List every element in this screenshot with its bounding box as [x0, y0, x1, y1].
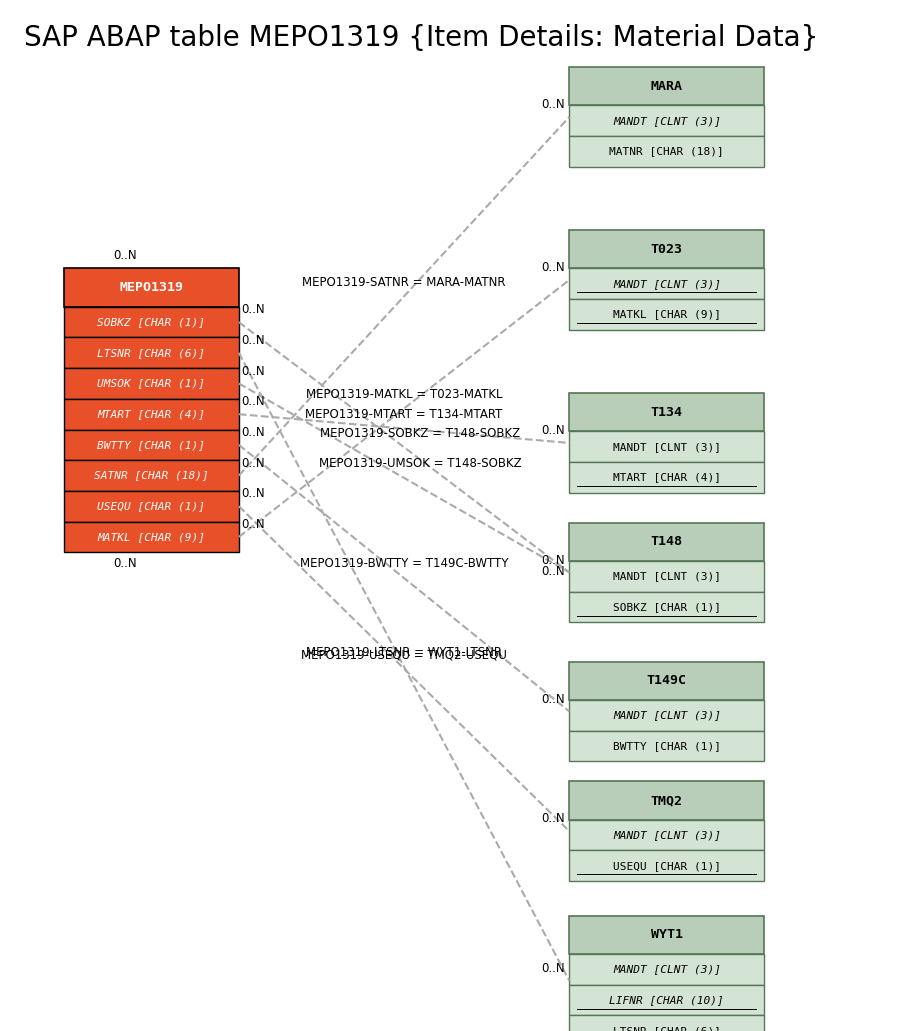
Text: 0..N: 0..N [242, 519, 265, 531]
Text: 0..N: 0..N [242, 334, 265, 347]
Text: 0..N: 0..N [114, 248, 137, 262]
Bar [569, 781, 765, 820]
Text: TMQ2: TMQ2 [651, 794, 683, 807]
Text: USEQU [CHAR (1)]: USEQU [CHAR (1)] [613, 861, 721, 871]
Bar [569, 393, 765, 431]
Bar [569, 105, 765, 136]
Bar [64, 307, 239, 337]
Bar [569, 431, 765, 462]
Text: 0..N: 0..N [542, 693, 566, 705]
Text: 0..N: 0..N [242, 457, 265, 470]
Text: MATNR [CHAR (18)]: MATNR [CHAR (18)] [609, 146, 725, 157]
Bar [569, 916, 765, 954]
Bar [569, 299, 765, 330]
Bar [569, 662, 765, 700]
Text: SOBKZ [CHAR (1)]: SOBKZ [CHAR (1)] [613, 602, 721, 611]
Bar [569, 592, 765, 623]
Text: T148: T148 [651, 535, 683, 548]
Text: 0..N: 0..N [242, 365, 265, 377]
Bar [64, 399, 239, 430]
Text: 0..N: 0..N [242, 396, 265, 408]
Bar [569, 700, 765, 731]
Text: MEPO1319-USEQU = TMQ2-USEQU: MEPO1319-USEQU = TMQ2-USEQU [301, 648, 507, 661]
Bar [569, 523, 765, 561]
Bar [569, 985, 765, 1016]
Text: MATKL [CHAR (9)]: MATKL [CHAR (9)] [613, 309, 721, 320]
Text: WYT1: WYT1 [651, 928, 683, 941]
Bar [569, 268, 765, 299]
Text: 0..N: 0..N [542, 565, 566, 578]
Text: MANDT [CLNT (3)]: MANDT [CLNT (3)] [613, 441, 721, 452]
Text: MARA: MARA [651, 79, 683, 93]
Text: MANDT [CLNT (3)]: MANDT [CLNT (3)] [613, 830, 721, 840]
Text: T023: T023 [651, 242, 683, 256]
Text: MANDT [CLNT (3)]: MANDT [CLNT (3)] [613, 571, 721, 581]
Text: MEPO1319-MATKL = T023-MATKL: MEPO1319-MATKL = T023-MATKL [306, 388, 502, 401]
Bar [569, 561, 765, 592]
Bar [569, 462, 765, 493]
Text: MEPO1319-UMSOK = T148-SOBKZ: MEPO1319-UMSOK = T148-SOBKZ [319, 458, 521, 470]
Text: SAP ABAP table MEPO1319 {Item Details: Material Data}: SAP ABAP table MEPO1319 {Item Details: M… [24, 24, 818, 52]
Text: BWTTY [CHAR (1)]: BWTTY [CHAR (1)] [613, 741, 721, 751]
Text: 0..N: 0..N [542, 962, 566, 975]
Bar [64, 268, 239, 307]
Text: 0..N: 0..N [242, 426, 265, 439]
Bar [569, 230, 765, 268]
Bar [569, 1016, 765, 1031]
Text: MEPO1319-SOBKZ = T148-SOBKZ: MEPO1319-SOBKZ = T148-SOBKZ [320, 427, 520, 439]
Text: 0..N: 0..N [542, 554, 566, 567]
Text: T134: T134 [651, 406, 683, 419]
Text: LIFNR [CHAR (10)]: LIFNR [CHAR (10)] [609, 995, 725, 1005]
Text: MEPO1319: MEPO1319 [119, 281, 183, 294]
Text: 0..N: 0..N [542, 261, 566, 274]
Text: SATNR [CHAR (18)]: SATNR [CHAR (18)] [94, 470, 209, 480]
Text: MTART [CHAR (4)]: MTART [CHAR (4)] [613, 472, 721, 483]
Bar [64, 337, 239, 368]
Text: MEPO1319-BWTTY = T149C-BWTTY: MEPO1319-BWTTY = T149C-BWTTY [300, 558, 508, 570]
Text: 0..N: 0..N [242, 303, 265, 317]
Text: UMSOK [CHAR (1)]: UMSOK [CHAR (1)] [97, 378, 205, 389]
Text: MANDT [CLNT (3)]: MANDT [CLNT (3)] [613, 278, 721, 289]
Text: 0..N: 0..N [542, 424, 566, 437]
Text: MTART [CHAR (4)]: MTART [CHAR (4)] [97, 409, 205, 420]
Bar [569, 851, 765, 882]
Text: MANDT [CLNT (3)]: MANDT [CLNT (3)] [613, 710, 721, 721]
Bar [569, 954, 765, 985]
Text: LTSNR [CHAR (6)]: LTSNR [CHAR (6)] [613, 1026, 721, 1031]
Text: 0..N: 0..N [242, 488, 265, 500]
Bar [64, 430, 239, 460]
Text: T149C: T149C [646, 674, 686, 688]
Bar [64, 460, 239, 491]
Text: LTSNR [CHAR (6)]: LTSNR [CHAR (6)] [97, 347, 205, 358]
Text: SOBKZ [CHAR (1)]: SOBKZ [CHAR (1)] [97, 318, 205, 327]
Bar [569, 731, 765, 761]
Text: USEQU [CHAR (1)]: USEQU [CHAR (1)] [97, 501, 205, 511]
Text: MANDT [CLNT (3)]: MANDT [CLNT (3)] [613, 115, 721, 126]
Bar [569, 820, 765, 851]
Text: MEPO1319-LTSNR = WYT1-LTSNR: MEPO1319-LTSNR = WYT1-LTSNR [306, 646, 502, 659]
Bar [64, 522, 239, 553]
Text: BWTTY [CHAR (1)]: BWTTY [CHAR (1)] [97, 440, 205, 450]
Text: 0..N: 0..N [542, 98, 566, 111]
Bar [64, 491, 239, 522]
Bar [569, 136, 765, 167]
Bar [569, 67, 765, 105]
Text: MEPO1319-MTART = T134-MTART: MEPO1319-MTART = T134-MTART [305, 408, 503, 421]
Text: MATKL [CHAR (9)]: MATKL [CHAR (9)] [97, 532, 205, 542]
Text: 0..N: 0..N [114, 557, 137, 570]
Text: MANDT [CLNT (3)]: MANDT [CLNT (3)] [613, 964, 721, 974]
Text: 0..N: 0..N [542, 812, 566, 826]
Bar [64, 368, 239, 399]
Text: MEPO1319-SATNR = MARA-MATNR: MEPO1319-SATNR = MARA-MATNR [302, 275, 506, 289]
